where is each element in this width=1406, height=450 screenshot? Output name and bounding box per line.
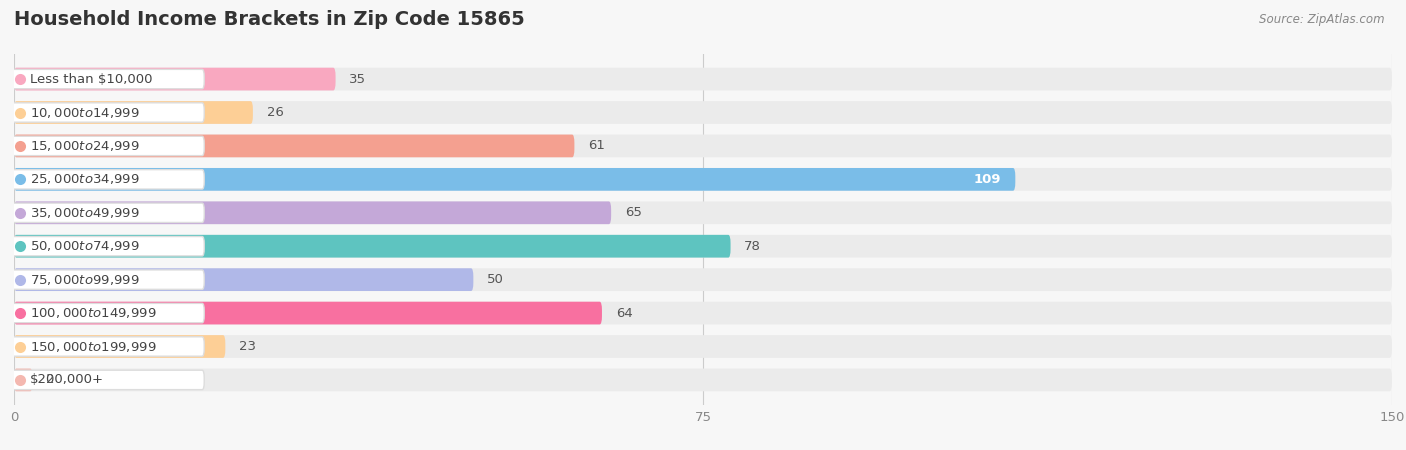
FancyBboxPatch shape <box>14 268 1392 291</box>
Text: 23: 23 <box>239 340 256 353</box>
Text: 78: 78 <box>744 240 761 253</box>
FancyBboxPatch shape <box>14 369 32 392</box>
FancyBboxPatch shape <box>14 101 1392 124</box>
FancyBboxPatch shape <box>11 136 204 156</box>
Text: 61: 61 <box>588 140 605 153</box>
Text: 35: 35 <box>349 72 367 86</box>
Text: $15,000 to $24,999: $15,000 to $24,999 <box>30 139 139 153</box>
FancyBboxPatch shape <box>14 68 1392 90</box>
Text: $150,000 to $199,999: $150,000 to $199,999 <box>30 339 156 354</box>
FancyBboxPatch shape <box>14 302 602 324</box>
Text: 65: 65 <box>624 206 641 219</box>
Text: Less than $10,000: Less than $10,000 <box>30 72 152 86</box>
FancyBboxPatch shape <box>14 369 1392 392</box>
Text: Source: ZipAtlas.com: Source: ZipAtlas.com <box>1260 14 1385 27</box>
Text: 109: 109 <box>974 173 1001 186</box>
FancyBboxPatch shape <box>14 235 731 257</box>
FancyBboxPatch shape <box>14 202 612 224</box>
FancyBboxPatch shape <box>11 337 204 356</box>
FancyBboxPatch shape <box>14 202 1392 224</box>
FancyBboxPatch shape <box>14 335 225 358</box>
FancyBboxPatch shape <box>14 168 1015 191</box>
FancyBboxPatch shape <box>11 370 204 390</box>
FancyBboxPatch shape <box>14 68 336 90</box>
Text: 26: 26 <box>267 106 284 119</box>
FancyBboxPatch shape <box>11 103 204 122</box>
FancyBboxPatch shape <box>11 203 204 222</box>
Text: $100,000 to $149,999: $100,000 to $149,999 <box>30 306 156 320</box>
FancyBboxPatch shape <box>11 237 204 256</box>
FancyBboxPatch shape <box>14 268 474 291</box>
Text: Household Income Brackets in Zip Code 15865: Household Income Brackets in Zip Code 15… <box>14 10 524 29</box>
FancyBboxPatch shape <box>11 270 204 289</box>
Text: 2: 2 <box>46 374 55 387</box>
FancyBboxPatch shape <box>14 135 1392 157</box>
FancyBboxPatch shape <box>11 69 204 89</box>
FancyBboxPatch shape <box>14 168 1392 191</box>
FancyBboxPatch shape <box>14 101 253 124</box>
Text: $10,000 to $14,999: $10,000 to $14,999 <box>30 105 139 120</box>
Text: $200,000+: $200,000+ <box>30 374 104 387</box>
Text: 64: 64 <box>616 306 633 320</box>
Text: $75,000 to $99,999: $75,000 to $99,999 <box>30 273 139 287</box>
Text: $35,000 to $49,999: $35,000 to $49,999 <box>30 206 139 220</box>
Text: $25,000 to $34,999: $25,000 to $34,999 <box>30 172 139 186</box>
FancyBboxPatch shape <box>14 135 575 157</box>
Text: $50,000 to $74,999: $50,000 to $74,999 <box>30 239 139 253</box>
FancyBboxPatch shape <box>14 235 1392 257</box>
FancyBboxPatch shape <box>14 335 1392 358</box>
FancyBboxPatch shape <box>14 302 1392 324</box>
Text: 50: 50 <box>486 273 503 286</box>
FancyBboxPatch shape <box>11 170 204 189</box>
FancyBboxPatch shape <box>11 303 204 323</box>
